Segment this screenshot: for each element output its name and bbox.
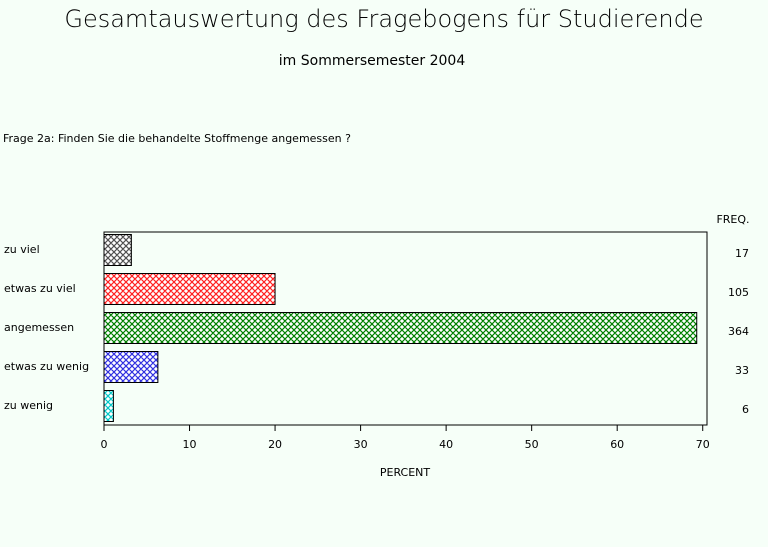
chart-subtitle: im Sommersemester 2004 [279,53,466,69]
bar [103,234,132,266]
chart-title: Gesamtauswertung des Fragebogens für Stu… [64,5,703,33]
freq-value: 6 [742,403,749,416]
x-tick-label: 30 [354,438,368,451]
x-tick-label: 20 [268,438,282,451]
y-tick-label: zu viel [4,243,40,256]
freq-header: FREQ. [716,213,749,226]
x-tick-label: 10 [183,438,197,451]
x-tick-label: 0 [101,438,108,451]
freq-value: 17 [735,247,749,260]
question: Frage 2a: Finden Sie die behandelte Stof… [3,132,351,145]
y-tick-label: zu wenig [4,399,53,412]
x-tick-label: 50 [525,438,539,451]
freq-value: 33 [735,364,749,377]
bar [103,390,114,422]
freq-value: 364 [728,325,749,338]
x-tick-label: 40 [439,438,453,451]
bar [103,351,159,383]
y-tick-label: etwas zu viel [4,282,76,295]
freq-value: 105 [728,286,749,299]
bar [103,273,276,305]
bar [103,312,698,344]
y-tick-label: angemessen [4,321,74,334]
x-axis-label: PERCENT [380,466,431,479]
x-tick-label: 70 [696,438,710,451]
x-tick-label: 60 [610,438,624,451]
y-tick-label: etwas zu wenig [4,360,89,373]
